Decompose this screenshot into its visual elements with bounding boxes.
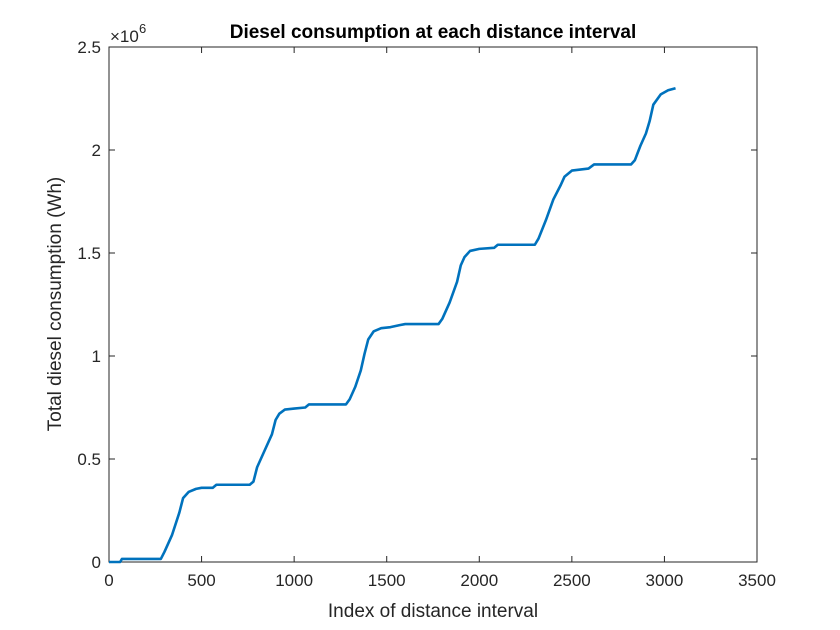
x-tick-label: 2000 [460,571,498,590]
y-tick-label: 2 [92,141,101,160]
y-tick-label: 0.5 [77,450,101,469]
y-tick-label: 1 [92,347,101,366]
x-tick-label: 3000 [646,571,684,590]
y-axis-label: Total diesel consumption (Wh) [45,177,66,432]
tick-labels-group: 0 500 1000 1500 2000 2500 3000 3500 0 0.5 1 1.5 2 2.5 [77,38,776,590]
y-exponent-label: ×10 [110,27,139,46]
series-line [109,86,676,564]
ticks-group [108,46,758,563]
y-tick-label: 2.5 [77,38,101,57]
plot-area [108,46,758,563]
x-tick-label: 0 [104,571,113,590]
x-tick-label: 1000 [275,571,313,590]
y-tick-label: 1.5 [77,244,101,263]
x-tick-label: 500 [187,571,215,590]
y-exponent-power: 6 [139,21,146,36]
x-tick-label: 1500 [368,571,406,590]
chart-title: Diesel consumption at each distance inte… [230,22,637,43]
x-tick-label: 3500 [738,571,776,590]
x-tick-label: 2500 [553,571,591,590]
y-tick-label: 0 [92,553,101,572]
x-axis-label: Index of distance interval [328,601,538,622]
